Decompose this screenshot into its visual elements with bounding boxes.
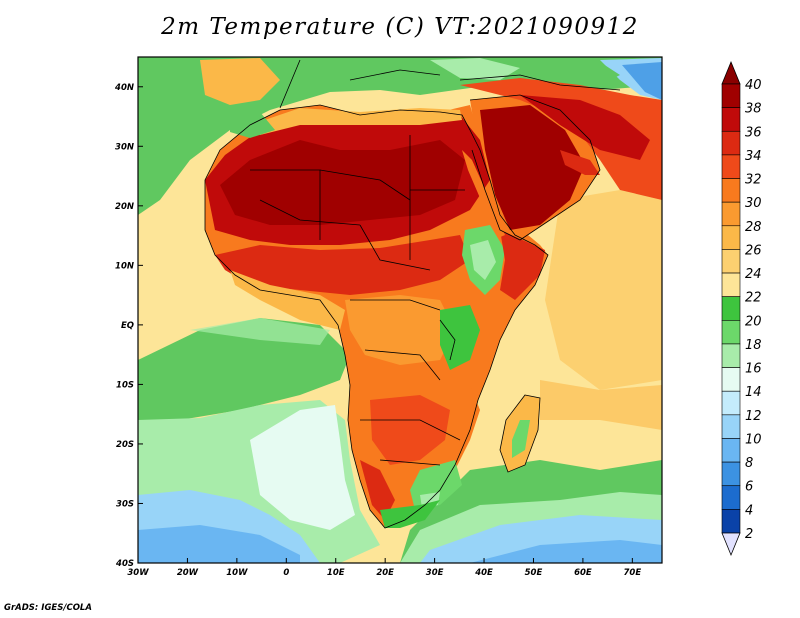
colorbar-segment bbox=[721, 130, 741, 156]
colorbar-segment bbox=[721, 107, 741, 132]
lon-tick-label: 20E bbox=[376, 568, 394, 578]
colorbar-label: 6 bbox=[745, 480, 753, 495]
grads-credit: GrADS: IGES/COLA bbox=[4, 603, 92, 613]
colorbar-segment bbox=[721, 201, 741, 227]
colorbar-segment bbox=[721, 272, 741, 297]
lat-tick-label: 10S bbox=[116, 380, 134, 390]
lat-tick-label: EQ bbox=[121, 321, 134, 331]
longitude-axis: 30W 20W 10W 0 10E 20E 30E 40E 50E 60E 70E bbox=[127, 558, 641, 578]
colorbar-segment bbox=[721, 367, 741, 392]
lat-tick-label: 20S bbox=[116, 440, 134, 450]
map-title: 2m Temperature (C) VT:2021090912 bbox=[161, 14, 639, 40]
colorbar-label: 16 bbox=[745, 362, 762, 377]
lat-tick-label: 20N bbox=[115, 202, 134, 212]
colorbar-top-arrow bbox=[721, 60, 741, 85]
colorbar-segment bbox=[721, 320, 741, 345]
colorbar-segment bbox=[721, 438, 741, 463]
colorbar-label: 24 bbox=[745, 267, 762, 282]
colorbar-label: 8 bbox=[745, 456, 753, 471]
colorbar-label: 10 bbox=[745, 432, 762, 447]
colorbar-label: 14 bbox=[745, 385, 762, 400]
colorbar-label: 18 bbox=[745, 338, 762, 353]
colorbar-label: 28 bbox=[745, 220, 762, 235]
lat-tick-label: 30N bbox=[115, 142, 134, 152]
colorbar-segment bbox=[721, 249, 741, 274]
coastlines-and-borders bbox=[204, 59, 621, 529]
colorbar-segment bbox=[721, 178, 741, 203]
colorbar-label: 40 bbox=[745, 78, 762, 93]
lon-tick-label: 70E bbox=[624, 568, 642, 578]
colorbar-label: 30 bbox=[745, 196, 762, 211]
lon-tick-label: 60E bbox=[574, 568, 592, 578]
colorbar-segment bbox=[721, 343, 741, 368]
lon-tick-label: 30E bbox=[426, 568, 444, 578]
colorbar-segment bbox=[721, 225, 741, 250]
colorbar-segment bbox=[721, 414, 741, 439]
lat-tick-label: 40S bbox=[115, 559, 134, 569]
colorbar-segment bbox=[721, 461, 741, 487]
lon-tick-label: 20W bbox=[177, 568, 199, 578]
colorbar-segment bbox=[721, 485, 741, 510]
colorbar-bottom-arrow bbox=[721, 532, 741, 557]
lon-tick-label: 40E bbox=[474, 568, 493, 578]
lon-tick-label: 0 bbox=[283, 568, 289, 578]
colorbar-label: 26 bbox=[745, 243, 762, 258]
colorbar-label: 12 bbox=[745, 409, 762, 424]
colorbar-label: 20 bbox=[745, 314, 762, 329]
colorbar-label: 34 bbox=[745, 149, 762, 164]
lon-tick-label: 10W bbox=[226, 568, 248, 578]
colorbar-segment bbox=[721, 296, 741, 321]
colorbar-segment bbox=[721, 83, 741, 108]
temperature-field bbox=[138, 57, 662, 563]
lon-tick-label: 30W bbox=[127, 568, 149, 578]
lat-tick-label: 30S bbox=[116, 499, 134, 509]
colorbar-label: 38 bbox=[745, 102, 762, 117]
colorbar-label: 32 bbox=[745, 173, 762, 188]
lat-tick-label: 40N bbox=[114, 83, 134, 93]
colorbar-label: 22 bbox=[745, 291, 762, 306]
colorbar-segment bbox=[721, 509, 741, 534]
lon-tick-label: 10E bbox=[327, 568, 345, 578]
latitude-axis: 40N 30N 20N 10N EQ 10S 20S 30S 40S bbox=[114, 83, 143, 569]
colorbar-segment bbox=[721, 390, 741, 416]
colorbar-label: 2 bbox=[745, 527, 753, 542]
map-frame bbox=[137, 56, 663, 564]
colorbar-segment bbox=[721, 154, 741, 179]
lat-tick-label: 10N bbox=[115, 261, 134, 271]
temperature-colorbar: 40 38 36 34 32 30 28 26 24 22 20 18 16 14 12 10 8 6 4 2 bbox=[721, 60, 762, 557]
colorbar-label: 4 bbox=[745, 503, 753, 518]
lon-tick-label: 50E bbox=[525, 568, 543, 578]
colorbar-label: 36 bbox=[745, 125, 762, 140]
